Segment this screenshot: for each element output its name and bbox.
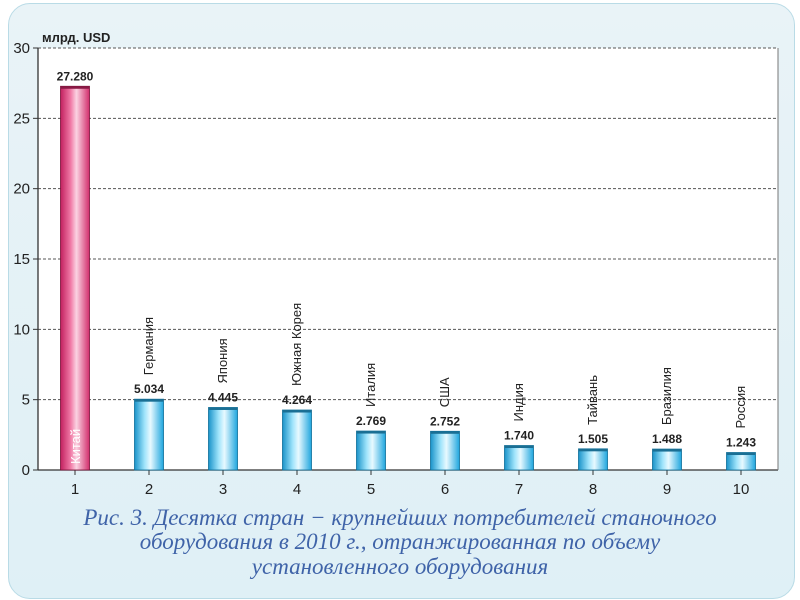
y-tick-label: 5	[22, 392, 30, 409]
x-tick-label: 3	[219, 481, 227, 498]
bar	[430, 430, 460, 471]
bar-top-edge	[652, 449, 682, 452]
country-label: Япония	[215, 338, 230, 383]
bar-top-edge	[282, 410, 312, 413]
bar-top-edge	[430, 431, 460, 434]
country-label: Германия	[141, 317, 156, 375]
y-tick-label: 10	[13, 321, 30, 338]
value-label: 1.505	[578, 432, 608, 446]
value-label: 27.280	[57, 69, 94, 83]
x-tick-label: 10	[733, 481, 750, 498]
country-label: Индия	[511, 383, 526, 421]
value-label: 4.445	[208, 390, 238, 404]
x-tick-label: 7	[515, 481, 523, 498]
bar-top-edge	[726, 452, 756, 456]
y-tick-label: 0	[22, 462, 30, 479]
country-label: Китай	[68, 429, 83, 464]
y-tick-label: 30	[13, 40, 30, 57]
bar-top-edge	[356, 431, 386, 434]
bar	[134, 398, 164, 471]
value-labels: 27.280 5.034 4.445 4.264 2.769 2.752 1.740 1.50…	[57, 69, 757, 449]
figure-caption-line-1: Рис. 3. Десятка стран − крупнейших потре…	[83, 505, 717, 530]
y-axis-label: млрд. USD	[42, 30, 110, 45]
figure-caption-line-3: установленного оборудования	[251, 554, 549, 579]
y-tick-labels: 0 5 10 15 20 25 30	[13, 40, 30, 479]
x-tick-label: 4	[293, 481, 301, 498]
x-tick-label: 1	[71, 481, 79, 498]
country-label: США	[437, 377, 452, 407]
bar	[282, 409, 312, 471]
bar	[208, 407, 238, 471]
country-label: Южная Корея	[289, 303, 304, 386]
x-tick-label: 2	[145, 481, 153, 498]
figure-caption-line-2: оборудования в 2010 г., отранжированная …	[139, 529, 661, 554]
value-label: 2.769	[356, 414, 386, 428]
value-label: 1.243	[726, 436, 756, 450]
bar	[726, 452, 756, 471]
y-tick-label: 15	[13, 251, 30, 268]
x-tick-label: 8	[589, 481, 597, 498]
x-tick-labels: 1 2 3 4 5 6 7 8 9 10	[71, 481, 750, 498]
bar-top-edge	[578, 448, 608, 452]
country-label: Тайвань	[585, 375, 600, 425]
bar	[652, 448, 682, 471]
bar	[504, 445, 534, 471]
country-label: Россия	[733, 386, 748, 429]
bar-top-edge	[60, 86, 90, 89]
country-labels: Китай Германия Япония Южная Корея Италия США И…	[68, 303, 748, 464]
x-tick-label: 6	[441, 481, 449, 498]
bar-top-edge	[208, 407, 238, 410]
y-tick-label: 25	[13, 110, 30, 127]
bar	[356, 430, 386, 471]
country-label: Бразилия	[659, 367, 674, 425]
grid-lines	[38, 47, 778, 401]
bar-top-edge	[504, 445, 534, 449]
x-tick-label: 9	[663, 481, 671, 498]
bars	[60, 85, 756, 471]
bar	[60, 85, 90, 471]
y-tick-label: 20	[13, 181, 30, 198]
value-label: 1.488	[652, 432, 682, 446]
value-label: 4.264	[282, 393, 312, 407]
bar-top-edge	[134, 399, 164, 402]
bar	[578, 448, 608, 471]
value-label: 5.034	[134, 382, 164, 396]
value-label: 1.740	[504, 429, 534, 443]
country-label: Италия	[363, 363, 378, 407]
value-label: 2.752	[430, 414, 460, 428]
x-tick-label: 5	[367, 481, 375, 498]
